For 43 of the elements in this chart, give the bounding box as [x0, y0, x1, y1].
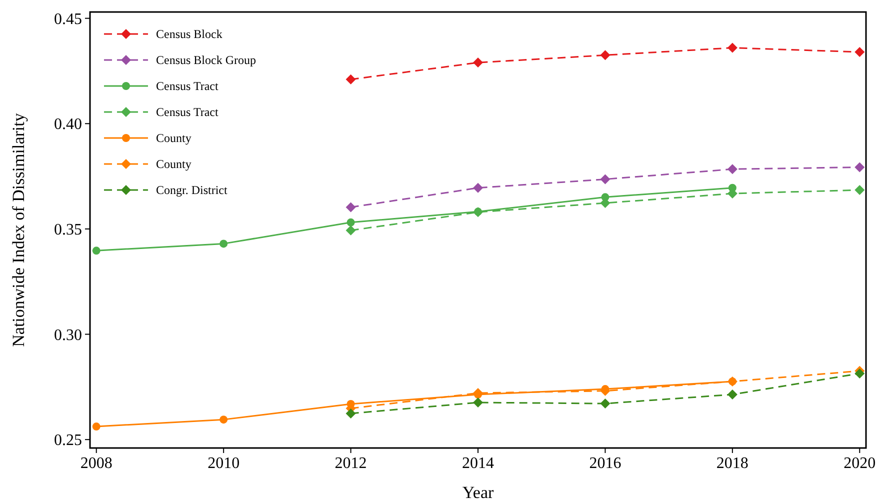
- x-tick-label: 2020: [844, 455, 876, 472]
- point: [854, 368, 865, 378]
- legend-label: Census Block: [156, 27, 222, 42]
- y-tick-label: 0.45: [54, 10, 82, 28]
- legend-label: Census Tract: [156, 79, 220, 94]
- legend-label: Census Tract: [156, 105, 220, 120]
- point: [346, 74, 356, 84]
- point: [854, 162, 865, 172]
- point: [346, 202, 356, 212]
- point: [854, 184, 865, 195]
- x-tick-label: 2016: [589, 455, 622, 472]
- point: [600, 398, 610, 409]
- legend-label: County: [156, 157, 192, 172]
- point: [473, 58, 483, 68]
- point: [346, 225, 356, 236]
- y-tick-label: 0.40: [54, 116, 82, 134]
- legend-label: County: [156, 131, 192, 146]
- legend-label: Congr. District: [156, 183, 228, 198]
- x-tick-label: 2012: [334, 455, 367, 472]
- y-tick-label: 0.30: [54, 326, 82, 344]
- x-tick-label: 2014: [462, 455, 494, 472]
- point: [473, 182, 483, 193]
- x-tick-label: 2010: [208, 455, 240, 472]
- point: [346, 218, 355, 226]
- point: [220, 416, 228, 424]
- point: [854, 47, 865, 58]
- point: [346, 408, 356, 418]
- x-tick-label: 2018: [716, 455, 748, 472]
- point: [600, 50, 610, 60]
- point: [220, 240, 228, 248]
- x-tick-label: 2008: [80, 455, 112, 472]
- legend-label: Census Block Group: [156, 53, 256, 68]
- point: [473, 398, 483, 408]
- y-tick-label: 0.35: [54, 222, 82, 239]
- point: [727, 42, 738, 53]
- y-axis-title: Nationwide Index of Dissimilarity: [9, 112, 28, 347]
- point: [600, 174, 610, 184]
- y-tick-label: 0.25: [54, 432, 82, 450]
- x-axis-title: Year: [462, 483, 494, 502]
- point: [92, 246, 100, 255]
- point: [727, 164, 738, 174]
- point: [92, 422, 100, 431]
- point: [727, 390, 738, 400]
